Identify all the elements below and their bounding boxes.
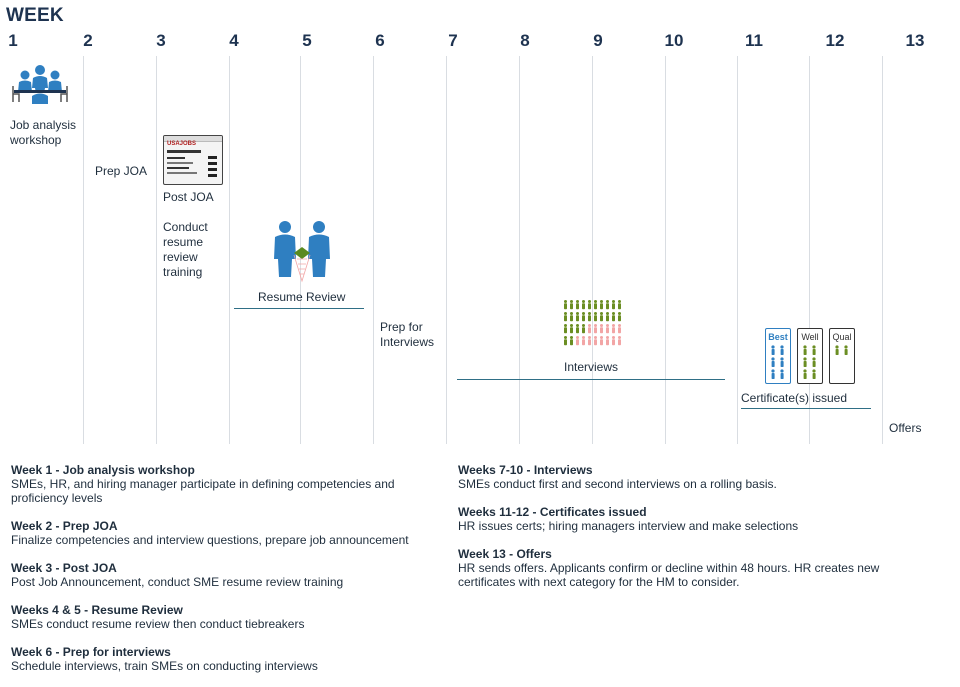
description-body: Post Job Announcement, conduct SME resum…: [11, 575, 344, 589]
description-heading: Week 13 - Offers: [458, 547, 552, 561]
description-week-3: Week 3 - Post JOA Post Job Announcement,…: [11, 561, 441, 589]
week-number: 5: [302, 31, 312, 50]
resume-review-span: [234, 308, 364, 309]
week-number: 12: [825, 31, 845, 50]
prep-interviews-label: Prep for Interviews: [380, 320, 435, 349]
two-people-icon: [274, 221, 330, 283]
description-heading: Week 6 - Prep for interviews: [11, 645, 171, 659]
cert-well: Well: [797, 328, 823, 384]
certificate-icon: Best Well Qual: [765, 328, 855, 384]
description-weeks-11-12: Weeks 11-12 - Certificates issued HR iss…: [458, 505, 888, 533]
description-heading: Week 3 - Post JOA: [11, 561, 117, 575]
grid-line: [519, 56, 520, 444]
crowd-icon: [564, 300, 621, 346]
interviews-span: [457, 379, 725, 380]
meeting-icon: [12, 65, 68, 104]
grid-line: [737, 56, 738, 444]
description-week-6: Week 6 - Prep for interviews Schedule in…: [11, 645, 441, 673]
grid-line: [882, 56, 883, 444]
week-number: 10: [664, 31, 684, 50]
week-number: 11: [745, 31, 763, 50]
description-body: SMEs, HR, and hiring manager participate…: [11, 477, 395, 505]
description-body: HR issues certs; hiring managers intervi…: [458, 519, 799, 533]
description-heading: Week 2 - Prep JOA: [11, 519, 118, 533]
description-weeks-7-10: Weeks 7-10 - Interviews SMEs conduct fir…: [458, 463, 888, 491]
interviews-label: Interviews: [564, 360, 619, 374]
usajobs-logo: USAJOBS: [167, 141, 197, 147]
grid-line: [809, 56, 810, 444]
page-title: WEEK: [6, 5, 64, 26]
grid-line: [446, 56, 447, 444]
description-week-1: Week 1 - Job analysis workshop SMEs, HR,…: [11, 463, 441, 505]
grid-line: [83, 56, 84, 444]
grid-line: [665, 56, 666, 444]
week-number: 4: [229, 31, 239, 50]
description-body: Finalize competencies and interview ques…: [11, 533, 409, 547]
description-body: SMEs conduct first and second interviews…: [458, 477, 777, 491]
week-number: 9: [593, 31, 603, 50]
post-joa-label: Post JOA: [163, 190, 214, 204]
week-number: 13: [905, 31, 925, 50]
description-weeks-4-5: Weeks 4 & 5 - Resume Review SMEs conduct…: [11, 603, 441, 631]
description-body: HR sends offers. Applicants confirm or d…: [458, 561, 880, 589]
week-number: 2: [83, 31, 93, 50]
description-week-2: Week 2 - Prep JOA Finalize competencies …: [11, 519, 441, 547]
cert-qual: Qual: [829, 328, 855, 384]
conduct-training-label: Conduct resume review training: [163, 220, 208, 279]
grid-line: [592, 56, 593, 444]
description-heading: Weeks 11-12 - Certificates issued: [458, 505, 647, 519]
cert-best: Best: [765, 328, 791, 384]
grid-line: [156, 56, 157, 444]
job-analysis-label: Job analysis workshop: [10, 118, 77, 147]
certificates-label: Certificate(s) issued: [741, 391, 848, 405]
offers-label: Offers: [889, 421, 922, 435]
description-heading: Weeks 4 & 5 - Resume Review: [11, 603, 183, 617]
week-number: 1: [8, 31, 18, 50]
week-number: 7: [448, 31, 458, 50]
week-number: 3: [156, 31, 166, 50]
certificates-span: [741, 408, 871, 409]
prep-joa-label: Prep JOA: [95, 164, 148, 178]
week-number: 6: [375, 31, 385, 50]
usajobs-page-icon: USAJOBS: [163, 135, 223, 185]
grid-line: [373, 56, 374, 444]
week-number: 8: [520, 31, 530, 50]
description-body: SMEs conduct resume review then conduct …: [11, 617, 305, 631]
description-heading: Weeks 7-10 - Interviews: [458, 463, 593, 477]
description-body: Schedule interviews, train SMEs on condu…: [11, 659, 318, 673]
resume-review-label: Resume Review: [258, 290, 346, 304]
description-heading: Week 1 - Job analysis workshop: [11, 463, 195, 477]
grid-line: [229, 56, 230, 444]
description-week-13: Week 13 - Offers HR sends offers. Applic…: [458, 547, 888, 589]
